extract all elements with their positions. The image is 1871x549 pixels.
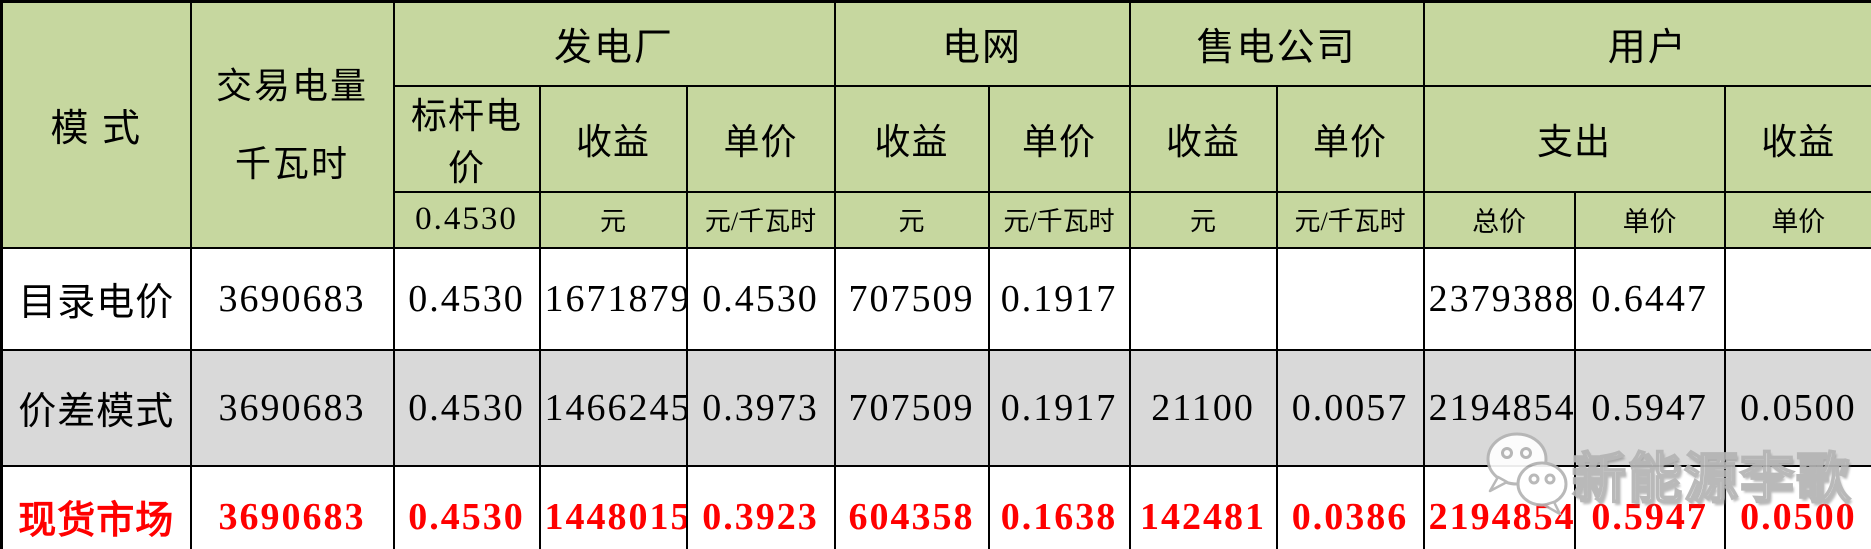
data-cell: 3690683 (189, 464, 395, 549)
table-row-price-difference-mode: 价差模式 3690683 0.4530 1466245 0.3973 70750… (0, 348, 1871, 467)
unit-grid-unit-price: 元/千瓦时 (987, 190, 1131, 249)
data-cell: 0.0500 (1723, 464, 1871, 549)
header-trade-volume-line2: 千瓦时 (234, 143, 349, 184)
header-row-units: 0.4530 元 元/千瓦时 元 元/千瓦时 元 元/千瓦时 总价 单价 单价 (2, 190, 1871, 249)
data-cell: 0.0500 (1723, 348, 1871, 467)
unit-user-revenue-unit-price: 单价 (1723, 190, 1871, 249)
data-cell: 21100 (1128, 348, 1278, 467)
data-cell: 2194854 (1422, 348, 1576, 467)
unit-plant-revenue: 元 (538, 190, 688, 249)
unit-expense-total-price: 总价 (1422, 190, 1576, 249)
header-trade-volume-line1: 交易电量 (215, 65, 368, 106)
unit-retailer-revenue: 元 (1128, 190, 1278, 249)
data-cell (1723, 246, 1871, 351)
sub-header-plant-revenue: 收益 (538, 84, 688, 193)
table-row-spot-market: 现货市场 3690683 0.4530 1448015 0.3923 60435… (0, 464, 1871, 549)
data-cell: 2379388 (1422, 246, 1576, 351)
data-cell: 142481 (1128, 464, 1278, 549)
unit-retailer-unit-price: 元/千瓦时 (1275, 190, 1425, 249)
data-cell: 1671879 (538, 246, 688, 351)
row-label: 现货市场 (0, 464, 192, 549)
sub-header-plant-unit-price: 单价 (685, 84, 836, 193)
data-cell: 0.5947 (1573, 464, 1726, 549)
sub-header-grid-unit-price: 单价 (987, 84, 1131, 193)
unit-plant-unit-price: 元/千瓦时 (685, 190, 836, 249)
data-cell: 0.0057 (1275, 348, 1425, 467)
data-cell (1128, 246, 1278, 351)
data-cell: 0.3923 (685, 464, 836, 549)
data-cell: 0.0386 (1275, 464, 1425, 549)
unit-benchmark-value: 0.4530 (392, 190, 541, 249)
header-trade-volume: 交易电量 千瓦时 (189, 0, 395, 249)
data-cell: 0.1638 (987, 464, 1131, 549)
unit-grid-revenue: 元 (833, 190, 990, 249)
data-cell: 0.5947 (1573, 348, 1726, 467)
sub-header-retailer-unit-price: 单价 (1275, 84, 1425, 193)
group-header-grid: 电网 (833, 0, 1131, 87)
sub-header-user-revenue: 收益 (1723, 84, 1871, 193)
group-header-retail-company: 售电公司 (1128, 0, 1425, 87)
group-header-power-plant: 发电厂 (392, 0, 836, 87)
data-cell: 0.6447 (1573, 246, 1726, 351)
data-cell: 2194854 (1422, 464, 1576, 549)
data-cell: 1466245 (538, 348, 688, 467)
data-cell: 1448015 (538, 464, 688, 549)
data-cell: 707509 (833, 348, 990, 467)
sub-header-retailer-revenue: 收益 (1128, 84, 1278, 193)
sub-header-user-expense: 支出 (1422, 84, 1726, 193)
group-header-user: 用户 (1422, 0, 1871, 87)
data-cell: 3690683 (189, 348, 395, 467)
data-cell: 0.4530 (685, 246, 836, 351)
data-cell: 707509 (833, 246, 990, 351)
data-cell: 604358 (833, 464, 990, 549)
data-cell: 0.1917 (987, 246, 1131, 351)
header-row-groups: 模 式 交易电量 千瓦时 发电厂 电网 售电公司 用户 (0, 0, 1871, 249)
data-cell: 0.4530 (392, 464, 541, 549)
sub-header-grid-revenue: 收益 (833, 84, 990, 193)
data-cell: 0.4530 (392, 348, 541, 467)
data-cell (1275, 246, 1425, 351)
row-label: 价差模式 (0, 348, 192, 467)
unit-expense-unit-price: 单价 (1573, 190, 1726, 249)
data-cell: 0.1917 (987, 348, 1131, 467)
data-cell: 3690683 (189, 246, 395, 351)
row-label: 目录电价 (0, 246, 192, 351)
data-cell: 0.4530 (392, 246, 541, 351)
sub-header-benchmark-price: 标杆电价 (392, 84, 541, 193)
data-cell: 0.3973 (685, 348, 836, 467)
header-mode: 模 式 (0, 0, 192, 249)
table-row-catalog-price: 目录电价 3690683 0.4530 1671879 0.4530 70750… (0, 246, 1871, 351)
header-row-sub: 标杆电价 收益 单价 收益 单价 收益 单价 支出 收益 (2, 84, 1871, 193)
